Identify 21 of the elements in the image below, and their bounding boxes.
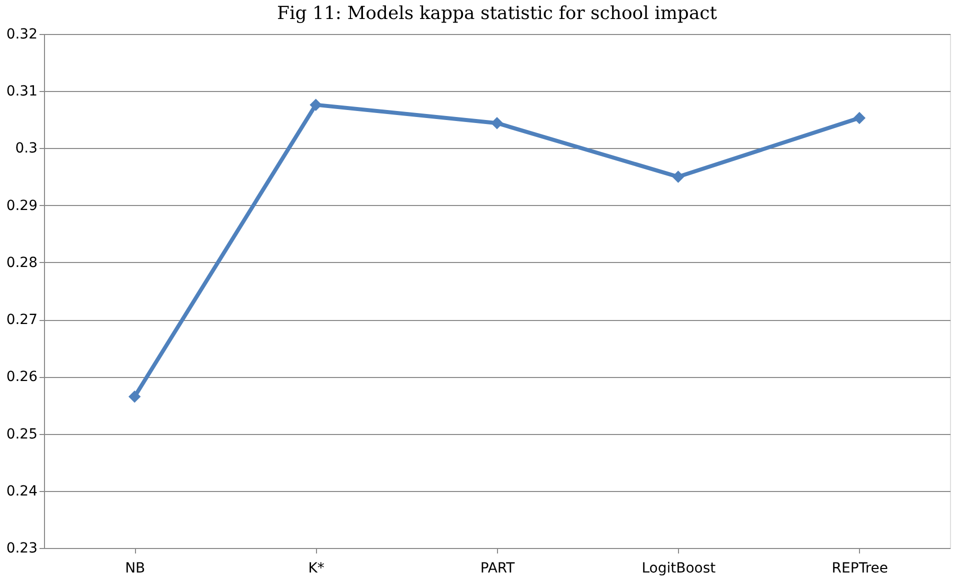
y-tick-label: 0.29 [6,198,38,214]
x-tick-label: K* [308,560,324,576]
y-tick-label: 0.27 [6,312,38,328]
chart-title: Fig 11: Models kappa statistic for school impact [277,3,718,24]
point [672,170,684,183]
y-tick-label: 0.31 [6,84,38,100]
point [128,390,141,403]
point [310,98,322,111]
point [490,116,504,130]
y-tick-label: 0.32 [6,26,38,42]
x-tick-label: LogitBoost [642,560,716,576]
point [853,112,866,124]
x-tick-label: NB [125,560,146,576]
y-tick-label: 0.28 [6,254,38,271]
x-tick-label: REPTree [832,560,888,576]
x-tick-label: PART [480,560,516,576]
y-tick-label: 0.23 [6,540,38,556]
y-tick-label: 0.25 [6,426,38,442]
y-tick-label: 0.26 [6,369,38,386]
y-tick-label: 0.3 [15,140,38,157]
y-tick-label: 0.24 [6,483,38,500]
